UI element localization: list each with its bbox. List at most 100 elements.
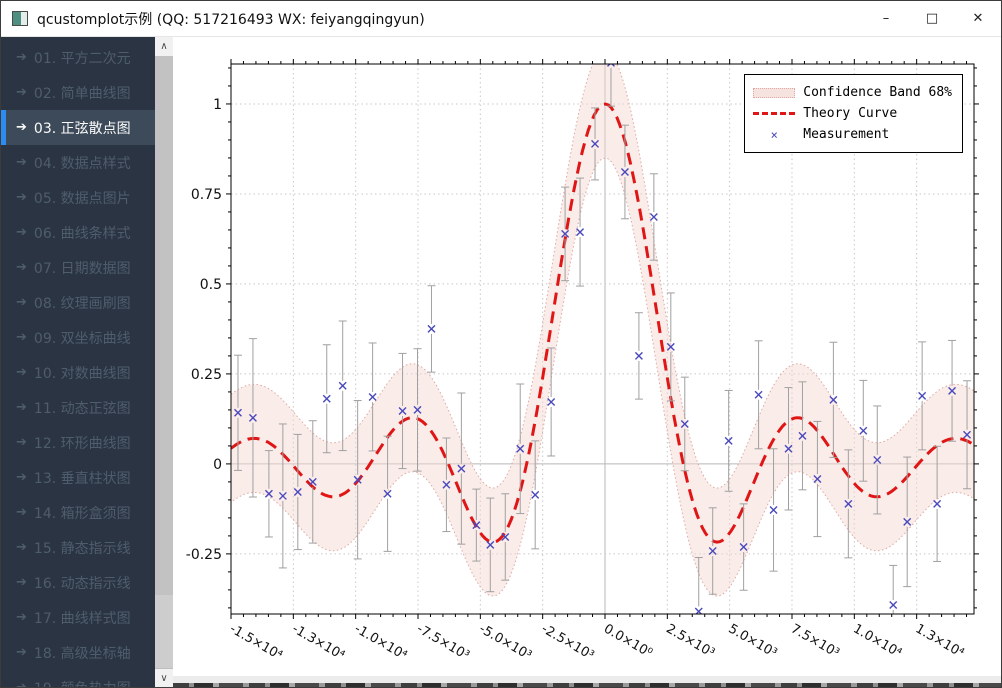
legend-label: Confidence Band 68% (803, 85, 952, 100)
band-swatch-icon (753, 87, 796, 98)
legend-item-measurement[interactable]: × Measurement (745, 124, 952, 145)
svg-text:1: 1 (213, 97, 222, 113)
sidebar-list: ➔ 01. 平方二次元 ➔ 02. 简单曲线图 ➔ 03. 正弦散点图 ➔ 04. 数据点样式… (1, 37, 155, 688)
scroll-down-button[interactable]: ∨ (155, 668, 173, 687)
sidebar-item-label: 07. 日期数据图 (33, 260, 131, 277)
svg-text:0.0×10⁰: 0.0×10⁰ (601, 621, 655, 661)
sidebar-item-04[interactable]: ➔ 04. 数据点样式 (1, 145, 155, 180)
sidebar-item-label: 08. 纹理画刷图 (33, 295, 131, 312)
sidebar-item-label: 12. 环形曲线图 (33, 435, 131, 452)
svg-text:-1.3×10⁴: -1.3×10⁴ (289, 621, 347, 663)
arrow-icon: ➔ (16, 85, 27, 100)
sidebar-item-11[interactable]: ➔ 11. 动态正弦图 (1, 390, 155, 425)
sidebar-item-17[interactable]: ➔ 17. 曲线样式图 (1, 600, 155, 635)
sidebar: ➔ 01. 平方二次元 ➔ 02. 简单曲线图 ➔ 03. 正弦散点图 ➔ 04. 数据点样式… (1, 37, 173, 688)
sidebar-item-label: 17. 曲线样式图 (33, 610, 131, 627)
svg-text:5.0×10³: 5.0×10³ (726, 621, 780, 661)
svg-text:-2.5×10³: -2.5×10³ (539, 621, 597, 663)
x-marker-icon: × (770, 127, 778, 142)
sidebar-item-label: 09. 双坐标曲线 (33, 330, 131, 347)
legend-item-theory-curve[interactable]: Theory Curve (745, 103, 952, 124)
sidebar-item-14[interactable]: ➔ 14. 箱形盒须图 (1, 495, 155, 530)
sidebar-item-label: 10. 对数曲线图 (33, 365, 131, 382)
svg-text:2.5×10³: 2.5×10³ (663, 621, 717, 661)
sidebar-item-03[interactable]: ➔ 03. 正弦散点图 (1, 110, 155, 145)
sidebar-item-label: 01. 平方二次元 (33, 50, 131, 67)
chevron-down-icon: ∨ (160, 673, 168, 684)
sidebar-item-label: 02. 简单曲线图 (33, 85, 131, 102)
sidebar-item-01[interactable]: ➔ 01. 平方二次元 (1, 40, 155, 75)
arrow-icon: ➔ (16, 470, 27, 485)
arrow-icon: ➔ (16, 155, 27, 170)
arrow-icon: ➔ (16, 190, 27, 205)
arrow-icon: ➔ (16, 260, 27, 275)
titlebar[interactable]: qcustomplot示例 (QQ: 517216493 WX: feiyang… (1, 1, 1001, 37)
sidebar-item-label: 06. 曲线条样式 (33, 225, 131, 242)
sidebar-item-label: 13. 垂直柱状图 (33, 470, 131, 487)
screen-edge-artifact (173, 676, 1001, 687)
sidebar-item-label: 16. 动态指示线 (33, 575, 131, 592)
sidebar-item-13[interactable]: ➔ 13. 垂直柱状图 (1, 460, 155, 495)
svg-text:0: 0 (213, 457, 222, 473)
legend-label: Measurement (803, 127, 890, 142)
scrollbar-thumb[interactable] (155, 56, 173, 596)
chevron-up-icon: ∧ (160, 41, 168, 52)
svg-text:0.5: 0.5 (200, 277, 222, 293)
sidebar-item-label: 05. 数据点图片 (33, 190, 131, 207)
sidebar-item-18[interactable]: ➔ 18. 高级坐标轴 (1, 635, 155, 670)
arrow-icon: ➔ (16, 330, 27, 345)
arrow-icon: ➔ (16, 610, 27, 625)
svg-text:-0.25: -0.25 (186, 547, 222, 563)
arrow-icon: ➔ (16, 400, 27, 415)
sidebar-item-02[interactable]: ➔ 02. 简单曲线图 (1, 75, 155, 110)
arrow-icon: ➔ (16, 435, 27, 450)
legend-label: Theory Curve (803, 106, 898, 121)
arrow-icon: ➔ (16, 575, 27, 590)
sidebar-item-10[interactable]: ➔ 10. 对数曲线图 (1, 355, 155, 390)
scrollbar-track[interactable] (155, 56, 173, 669)
close-button[interactable]: ✕ (955, 1, 1001, 36)
sidebar-item-08[interactable]: ➔ 08. 纹理画刷图 (1, 285, 155, 320)
sidebar-item-05[interactable]: ➔ 05. 数据点图片 (1, 180, 155, 215)
arrow-icon: ➔ (16, 505, 27, 520)
svg-text:-7.5×10³: -7.5×10³ (414, 621, 472, 663)
arrow-icon: ➔ (16, 365, 27, 380)
sidebar-item-07[interactable]: ➔ 07. 日期数据图 (1, 250, 155, 285)
chart-canvas[interactable]: -1.5×10⁴ -1.3×10⁴ -1.0×10⁴ -7.5×10³ -5.0×10³… (173, 37, 1001, 688)
arrow-icon: ➔ (16, 225, 27, 240)
window-title: qcustomplot示例 (QQ: 517216493 WX: feiyang… (37, 11, 425, 28)
svg-text:0.25: 0.25 (191, 367, 222, 383)
scroll-up-button[interactable]: ∧ (155, 37, 173, 57)
sidebar-item-label: 03. 正弦散点图 (33, 120, 131, 137)
arrow-icon: ➔ (16, 50, 27, 65)
sidebar-item-16[interactable]: ➔ 16. 动态指示线 (1, 565, 155, 600)
window-controls: – □ ✕ (863, 1, 1001, 36)
legend-item-confidence-band[interactable]: Confidence Band 68% (745, 82, 952, 103)
svg-text:-1.0×10⁴: -1.0×10⁴ (352, 621, 410, 663)
app-icon (12, 11, 28, 26)
dashed-line-icon (753, 112, 796, 115)
svg-text:-1.5×10⁴: -1.5×10⁴ (227, 621, 285, 663)
sidebar-item-label: 11. 动态正弦图 (33, 400, 131, 417)
svg-text:1.0×10⁴: 1.0×10⁴ (850, 621, 904, 661)
sidebar-item-19[interactable]: ➔ 19. 颜色热力图 (1, 670, 155, 688)
svg-text:7.5×10³: 7.5×10³ (788, 621, 842, 661)
maximize-button[interactable]: □ (909, 1, 955, 36)
svg-text:1.3×10⁴: 1.3×10⁴ (913, 621, 967, 661)
arrow-icon: ➔ (16, 540, 27, 555)
sidebar-item-15[interactable]: ➔ 15. 静态指示线 (1, 530, 155, 565)
sidebar-item-label: 15. 静态指示线 (33, 540, 131, 557)
sidebar-item-09[interactable]: ➔ 09. 双坐标曲线 (1, 320, 155, 355)
minimize-button[interactable]: – (863, 1, 909, 36)
sidebar-item-label: 19. 颜色热力图 (34, 678, 131, 688)
sidebar-item-06[interactable]: ➔ 06. 曲线条样式 (1, 215, 155, 250)
sidebar-item-label: 18. 高级坐标轴 (33, 645, 131, 662)
arrow-icon: ➔ (16, 680, 27, 688)
sidebar-item-label: 04. 数据点样式 (33, 155, 131, 172)
sidebar-item-12[interactable]: ➔ 12. 环形曲线图 (1, 425, 155, 460)
sidebar-scrollbar[interactable]: ∧ ∨ (155, 37, 173, 687)
arrow-icon: ➔ (16, 295, 27, 310)
svg-text:-5.0×10³: -5.0×10³ (476, 621, 534, 663)
svg-text:0.75: 0.75 (191, 187, 222, 203)
